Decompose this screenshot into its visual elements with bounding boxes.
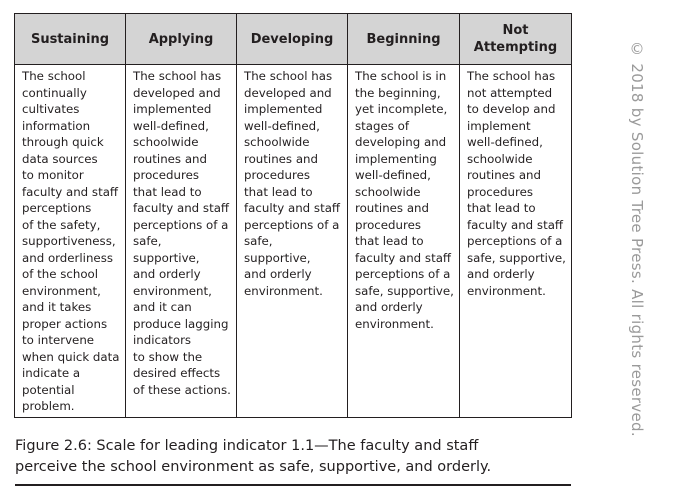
cell-developing: The school has developed and implemented…: [236, 64, 348, 418]
column-header-developing: Developing: [236, 13, 348, 65]
cell-sustaining: The school continually cultivates inform…: [14, 64, 126, 418]
cell-applying: The school has developed and implemented…: [125, 64, 237, 418]
cell-beginning: The school is in the beginning, yet inco…: [347, 64, 460, 418]
column-header-sustaining: Sustaining: [14, 13, 126, 65]
copyright-notice: © 2018 by Solution Tree Press. All right…: [628, 40, 646, 437]
cell-not-attempting: The school has not attempted to develop …: [459, 64, 572, 418]
column-header-not-attempting: Not Attempting: [459, 13, 572, 65]
scale-table: Sustaining Applying Developing Beginning…: [14, 13, 572, 418]
column-header-beginning: Beginning: [347, 13, 460, 65]
table-row: The school continually cultivates inform…: [14, 64, 572, 418]
column-header-applying: Applying: [125, 13, 237, 65]
figure-caption: Figure 2.6: Scale for leading indicator …: [15, 438, 492, 475]
table-header-row: Sustaining Applying Developing Beginning…: [14, 13, 572, 65]
caption-underline: [15, 484, 571, 486]
